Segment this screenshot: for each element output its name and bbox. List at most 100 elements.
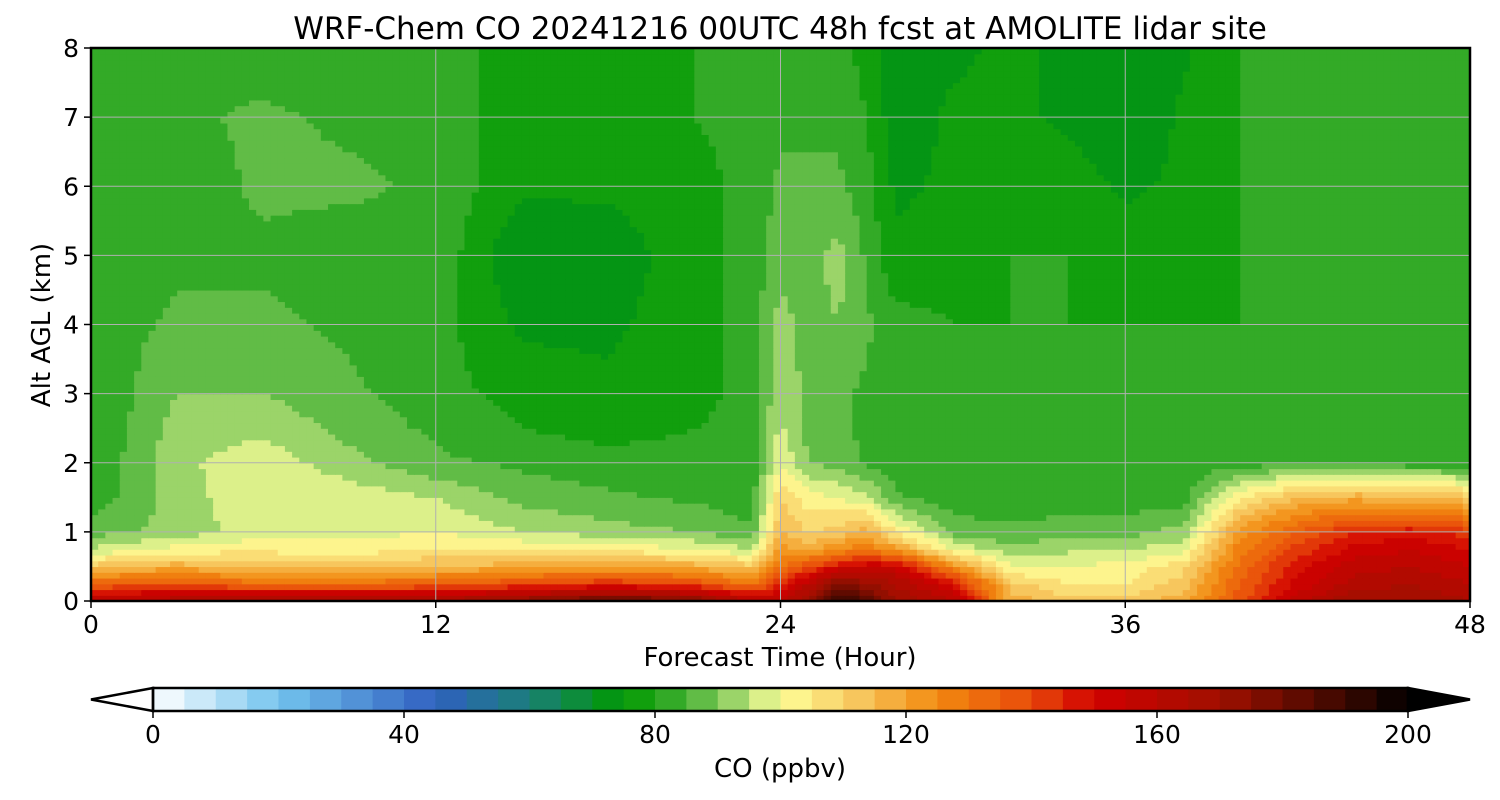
heatmap-cell <box>1110 456 1119 464</box>
heatmap-cell <box>1261 497 1270 504</box>
heatmap-cell <box>1319 514 1327 521</box>
heatmap-cell <box>644 520 652 527</box>
heatmap-cell <box>888 491 897 498</box>
heatmap-cell <box>543 537 552 544</box>
heatmap-cell <box>629 554 638 562</box>
heatmap-cell <box>1362 577 1371 585</box>
heatmap-cell <box>1204 589 1213 596</box>
heatmap-cell <box>256 543 264 550</box>
heatmap-cell <box>1146 474 1155 481</box>
heatmap-cell <box>837 543 846 550</box>
heatmap-cell <box>687 456 695 464</box>
heatmap-cell <box>1096 572 1105 579</box>
heatmap-cell <box>723 554 731 562</box>
heatmap-cell <box>715 520 724 527</box>
heatmap-cell <box>852 572 861 579</box>
heatmap-cell <box>565 474 573 481</box>
heatmap-cell <box>1125 497 1134 504</box>
heatmap-cell <box>1003 451 1011 458</box>
heatmap-cell <box>960 451 968 458</box>
heatmap-cell <box>184 451 193 458</box>
heatmap-cell <box>758 595 767 601</box>
heatmap-cell <box>952 468 961 475</box>
heatmap-cell <box>91 526 99 533</box>
heatmap-cell <box>1347 474 1356 481</box>
heatmap-cell <box>521 520 530 527</box>
heatmap-cell <box>1426 485 1435 493</box>
heatmap-cell <box>213 456 221 464</box>
heatmap-cell <box>514 554 523 562</box>
heatmap-cell <box>1297 514 1306 521</box>
heatmap-cell <box>385 468 394 475</box>
heatmap-cell <box>1362 503 1371 510</box>
heatmap-cell <box>931 554 940 562</box>
heatmap-cell <box>694 543 703 550</box>
heatmap-cell <box>1268 451 1277 458</box>
heatmap-cell <box>457 497 466 504</box>
heatmap-cell <box>1319 577 1327 585</box>
heatmap-cell <box>1053 537 1062 544</box>
heatmap-cell <box>521 485 530 493</box>
heatmap-cell <box>1125 595 1134 601</box>
heatmap-cell <box>313 577 322 585</box>
heatmap-cell <box>672 480 681 487</box>
heatmap-cell <box>1139 577 1148 585</box>
heatmap-cell <box>155 589 164 596</box>
heatmap-cell <box>644 537 652 544</box>
heatmap-cell <box>758 520 767 527</box>
heatmap-cell <box>1125 485 1134 493</box>
heatmap-cell <box>1146 456 1155 464</box>
heatmap-cell <box>428 531 437 539</box>
heatmap-cell <box>579 508 588 516</box>
heatmap-cell <box>486 566 494 573</box>
heatmap-cell <box>1261 456 1270 464</box>
heatmap-cell <box>751 491 760 498</box>
heatmap-cell <box>787 566 796 573</box>
heatmap-cell <box>1276 468 1284 475</box>
heatmap-cell <box>1290 531 1299 539</box>
heatmap-cell <box>162 456 171 464</box>
heatmap-cell <box>213 485 221 493</box>
heatmap-cell <box>478 491 487 498</box>
heatmap-cell <box>1268 543 1277 550</box>
heatmap-cell <box>1326 474 1335 481</box>
heatmap-cell <box>931 514 940 521</box>
heatmap-cell <box>1405 589 1414 596</box>
heatmap-cell <box>1003 572 1011 579</box>
heatmap-cell <box>428 554 437 562</box>
heatmap-cell <box>651 462 659 470</box>
heatmap-cell <box>1204 451 1213 458</box>
heatmap-cell <box>112 445 121 452</box>
heatmap-cell <box>119 497 128 504</box>
heatmap-cell <box>1462 543 1470 550</box>
heatmap-cell <box>679 572 688 579</box>
heatmap-cell <box>284 560 293 568</box>
heatmap-cell <box>593 462 602 470</box>
heatmap-cell <box>1232 514 1241 521</box>
heatmap-cell <box>514 589 523 596</box>
heatmap-cell <box>888 572 897 579</box>
heatmap-cell <box>105 589 114 596</box>
heatmap-cell <box>270 549 279 556</box>
heatmap-cell <box>112 451 121 458</box>
heatmap-cell <box>134 503 142 510</box>
heatmap-cell <box>392 566 401 573</box>
heatmap-cell <box>758 451 767 458</box>
heatmap-cell <box>1369 474 1378 481</box>
heatmap-cell <box>1204 526 1213 533</box>
heatmap-cell <box>1146 566 1155 573</box>
heatmap-cell <box>428 451 437 458</box>
heatmap-cell <box>586 526 595 533</box>
heatmap-cell <box>148 508 157 516</box>
heatmap-cell <box>1103 577 1112 585</box>
heatmap-cell <box>1390 520 1399 527</box>
heatmap-cell <box>1096 549 1105 556</box>
heatmap-cell <box>1139 572 1148 579</box>
heatmap-cell <box>1290 474 1299 481</box>
heatmap-cell <box>859 491 868 498</box>
heatmap-cell <box>636 456 645 464</box>
heatmap-cell <box>1161 554 1169 562</box>
heatmap-cell <box>938 491 947 498</box>
heatmap-cell <box>902 485 911 493</box>
heatmap-cell <box>794 503 803 510</box>
